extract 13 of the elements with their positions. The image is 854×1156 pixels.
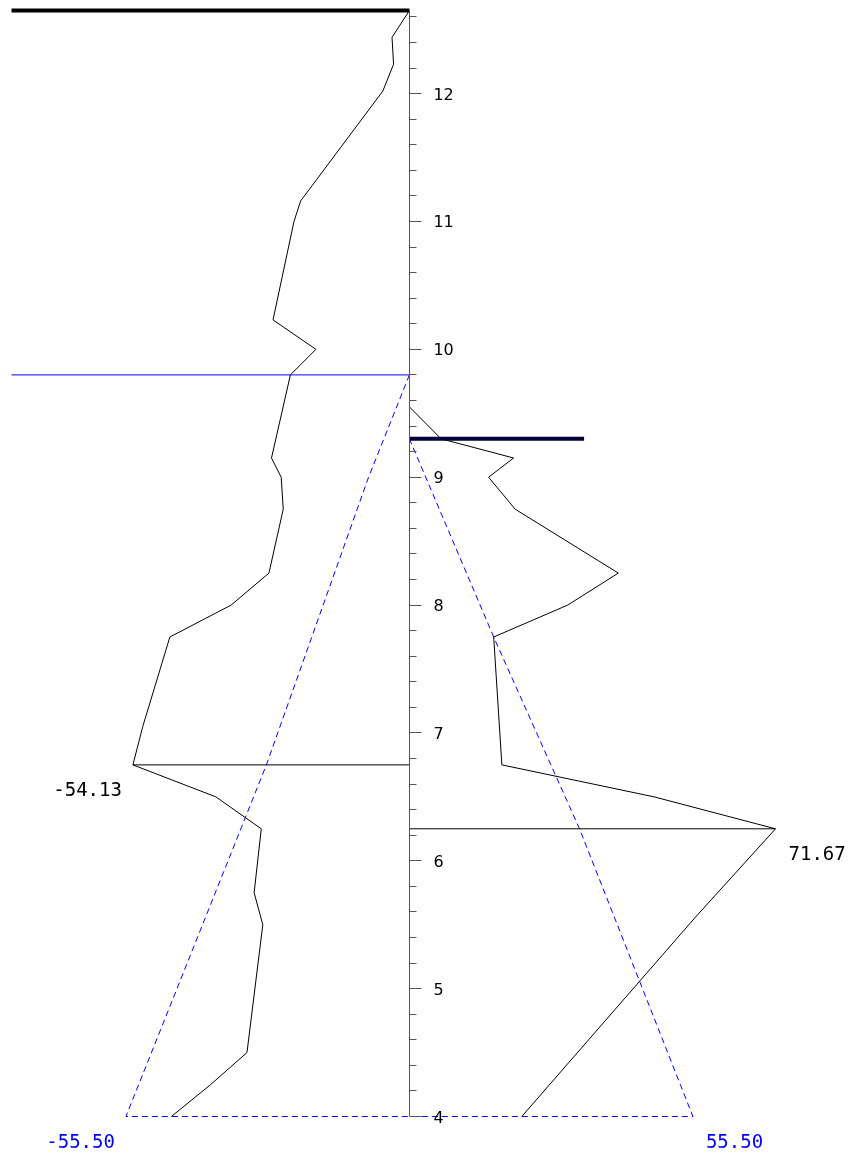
data-label: -55.50 <box>46 1129 115 1152</box>
y-tick-label: 9 <box>433 468 444 488</box>
y-tick-label: 8 <box>433 596 444 616</box>
y-tick-label: 6 <box>433 851 444 871</box>
y-tick-label: 4 <box>433 1107 444 1127</box>
y-tick-label: 5 <box>433 979 444 999</box>
y-tick-label: 7 <box>433 723 444 743</box>
y-tick-label: 12 <box>433 84 454 104</box>
data-label: 71.67 <box>788 841 846 864</box>
data-label: -54.13 <box>53 777 122 800</box>
data-label: 55.50 <box>705 1129 764 1152</box>
y-tick-label: 11 <box>433 212 454 232</box>
y-tick-label: 10 <box>433 340 454 360</box>
